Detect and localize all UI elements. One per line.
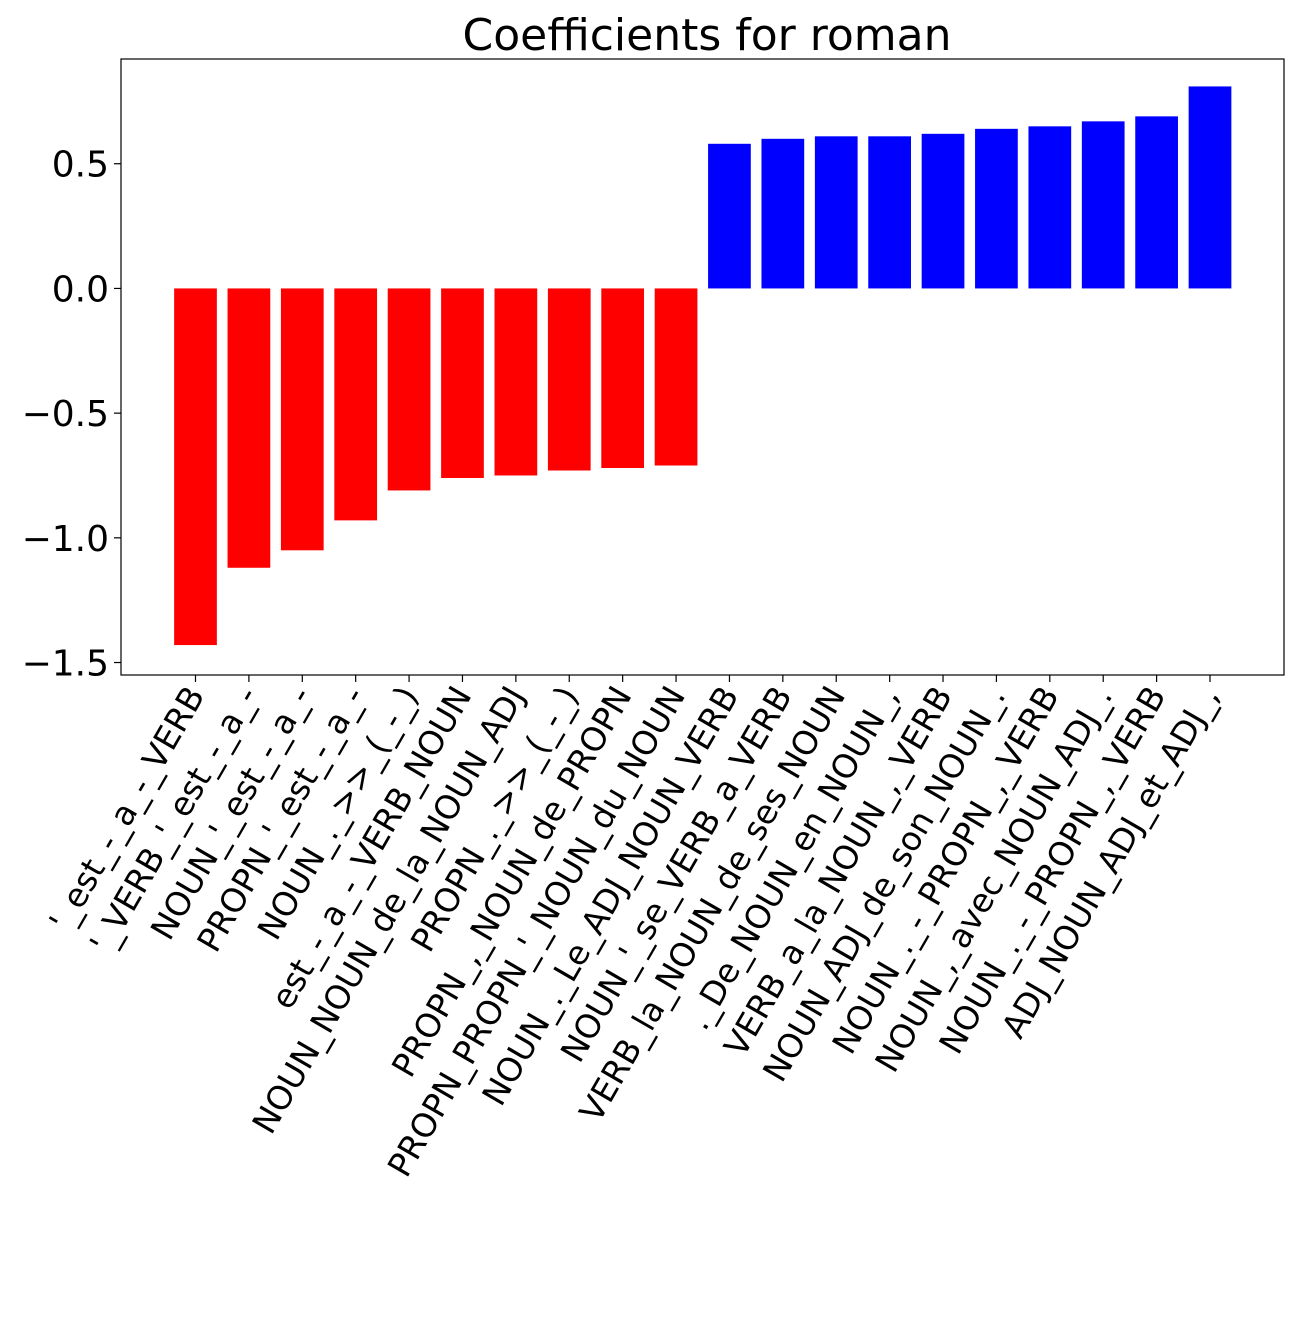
- bar-12: [761, 138, 805, 289]
- bar-9: [601, 288, 645, 468]
- chart-title: Coefficients for roman: [462, 10, 951, 61]
- bar-11: [708, 143, 751, 289]
- y-tick-label: 0.0: [52, 269, 109, 310]
- y-tick-label: −1.0: [22, 519, 109, 560]
- y-axis: 0.5 0.0 −0.5 −1.0 −1.5: [22, 145, 121, 685]
- bar-14: [868, 136, 911, 289]
- y-tick-label: 0.5: [52, 145, 109, 186]
- bar-20: [1188, 86, 1232, 289]
- bar-3: [280, 288, 324, 551]
- bar-19: [1135, 116, 1178, 289]
- bar-17: [1028, 126, 1072, 289]
- y-tick-label: −1.5: [22, 644, 109, 685]
- bar-6: [441, 288, 484, 478]
- bar-7: [494, 288, 538, 476]
- bars-layer: [174, 86, 1232, 646]
- plot-frame: [120, 58, 1285, 676]
- bar-1: [174, 288, 217, 646]
- bar-13: [814, 136, 858, 289]
- bar-4: [334, 288, 378, 521]
- bar-15: [921, 133, 965, 289]
- bar-2: [227, 288, 271, 568]
- x-axis: '_est_-_a_-_VERB'_VERB_'_est_-_a_-NOUN_'…: [41, 675, 1227, 1183]
- bar-10: [654, 288, 698, 466]
- bar-8: [547, 288, 591, 471]
- bar-16: [975, 128, 1018, 289]
- y-tick-label: −0.5: [22, 394, 109, 435]
- bar-5: [387, 288, 431, 491]
- bar-18: [1081, 121, 1125, 289]
